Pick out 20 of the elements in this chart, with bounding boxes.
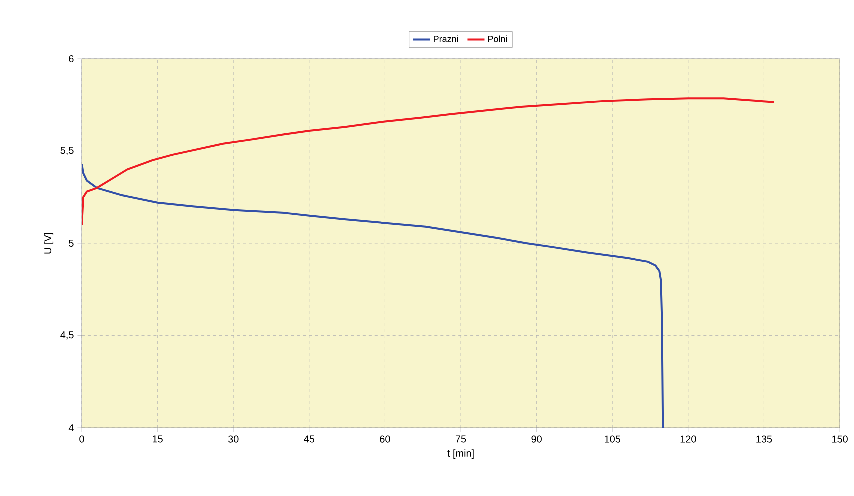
x-axis-title: t [min] [448,450,474,459]
y-tick-label: 4,5 [60,332,74,340]
y-tick-label: 4 [68,424,74,432]
x-tick-label: 30 [228,436,239,443]
x-tick-label: 105 [605,436,620,443]
y-axis-title: U [V] [44,233,54,254]
x-tick-label: 120 [680,436,696,443]
x-tick-label: 75 [456,436,466,443]
x-tick-label: 150 [832,436,848,443]
x-tick-label: 135 [756,436,772,443]
x-tick-label: 15 [153,436,163,443]
x-tick-label: 90 [532,436,542,443]
y-tick-label: 6 [69,55,74,63]
y-tick-label: 5 [69,240,74,247]
legend-label: Polni [488,36,508,42]
legend-label: Prazni [434,36,458,42]
y-tick-label: 5,5 [60,147,74,156]
x-tick-label: 45 [304,436,315,443]
x-tick-label: 60 [380,436,390,443]
x-tick-label: 0 [80,436,84,443]
